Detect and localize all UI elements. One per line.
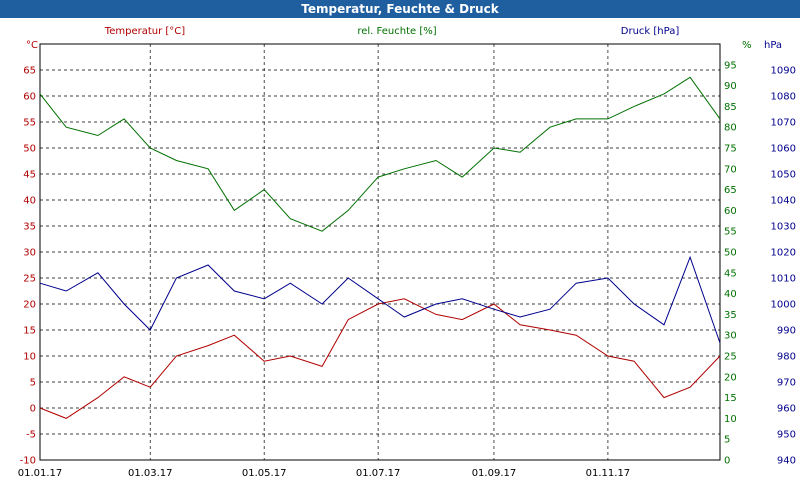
y-tick-right-humidity: 40 <box>724 289 737 300</box>
y-tick-right-humidity: 60 <box>724 206 737 217</box>
y-tick-right-pressure: 1090 <box>771 66 796 77</box>
y-tick-right-pressure: 950 <box>777 430 796 441</box>
y-tick-right-humidity: 70 <box>724 164 737 175</box>
y-tick-right-pressure: 1070 <box>771 118 796 129</box>
y-tick-right-humidity: 35 <box>724 310 737 321</box>
y-tick-right-pressure: 1050 <box>771 170 796 181</box>
y-tick-right-pressure: 970 <box>777 378 796 389</box>
y-tick-left: -5 <box>26 430 36 441</box>
y-tick-left: 40 <box>23 196 36 207</box>
x-tick-label: 01.07.17 <box>356 468 401 479</box>
y-tick-left: 25 <box>23 274 36 285</box>
x-tick-label: 01.05.17 <box>242 468 287 479</box>
y-tick-right-pressure: 1080 <box>771 92 796 103</box>
x-tick-label: 01.03.17 <box>128 468 173 479</box>
series-label: Temperatur [°C] <box>104 26 185 37</box>
y-tick-right-pressure: 990 <box>777 326 796 337</box>
y-tick-right-humidity: 55 <box>724 227 737 238</box>
y-tick-right-humidity: 5 <box>724 435 730 446</box>
window-title: Temperatur, Feuchte & Druck <box>0 0 800 18</box>
y-tick-left: 65 <box>23 66 36 77</box>
y-tick-right-humidity: 45 <box>724 268 737 279</box>
x-tick-label: 01.01.17 <box>18 468 63 479</box>
y-tick-right-humidity: 95 <box>724 60 737 71</box>
series-label: Druck [hPa] <box>621 26 680 37</box>
y-tick-right-humidity: 85 <box>724 102 737 113</box>
unit-label-right-humidity: % <box>742 40 752 51</box>
y-tick-right-humidity: 30 <box>724 331 737 342</box>
y-tick-right-pressure: 1020 <box>771 248 796 259</box>
y-tick-right-humidity: 90 <box>724 81 737 92</box>
y-tick-left: 45 <box>23 170 36 181</box>
y-tick-right-pressure: 1010 <box>771 274 796 285</box>
y-tick-left: 35 <box>23 222 36 233</box>
unit-label-left: °C <box>26 40 38 51</box>
y-tick-right-pressure: 1000 <box>771 300 796 311</box>
unit-label-right-pressure: hPa <box>764 40 782 51</box>
y-tick-left: 20 <box>23 300 36 311</box>
y-tick-left: 10 <box>23 352 36 363</box>
y-tick-right-humidity: 65 <box>724 185 737 196</box>
y-tick-right-pressure: 940 <box>777 456 796 467</box>
y-tick-right-humidity: 50 <box>724 248 737 259</box>
y-tick-left: 30 <box>23 248 36 259</box>
y-tick-right-humidity: 20 <box>724 372 737 383</box>
y-tick-right-humidity: 15 <box>724 393 737 404</box>
y-tick-right-pressure: 1030 <box>771 222 796 233</box>
x-tick-label: 01.09.17 <box>472 468 517 479</box>
y-tick-left: 5 <box>30 378 36 389</box>
series-label: rel. Feuchte [%] <box>357 26 436 37</box>
series-line <box>39 76 721 232</box>
y-tick-right-pressure: 960 <box>777 404 796 415</box>
y-tick-left: 15 <box>23 326 36 337</box>
y-tick-left: 60 <box>23 92 36 103</box>
x-tick-label: 01.11.17 <box>586 468 631 479</box>
y-tick-right-humidity: 10 <box>724 414 737 425</box>
chart-area: -10-505101520253035404550556065°C01.01.1… <box>18 26 796 479</box>
y-tick-right-pressure: 1040 <box>771 196 796 207</box>
y-tick-right-humidity: 75 <box>724 144 737 155</box>
y-tick-right-pressure: 1060 <box>771 144 796 155</box>
y-tick-right-humidity: 80 <box>724 123 737 134</box>
y-tick-left: 0 <box>30 404 36 415</box>
y-tick-left: 55 <box>23 118 36 129</box>
series-line <box>39 255 721 344</box>
y-tick-left: 50 <box>23 144 36 155</box>
y-tick-right-pressure: 980 <box>777 352 796 363</box>
y-tick-right-humidity: 25 <box>724 352 737 363</box>
series-line <box>39 298 721 419</box>
y-tick-right-humidity: 0 <box>724 456 730 467</box>
y-tick-left: -10 <box>20 456 36 467</box>
